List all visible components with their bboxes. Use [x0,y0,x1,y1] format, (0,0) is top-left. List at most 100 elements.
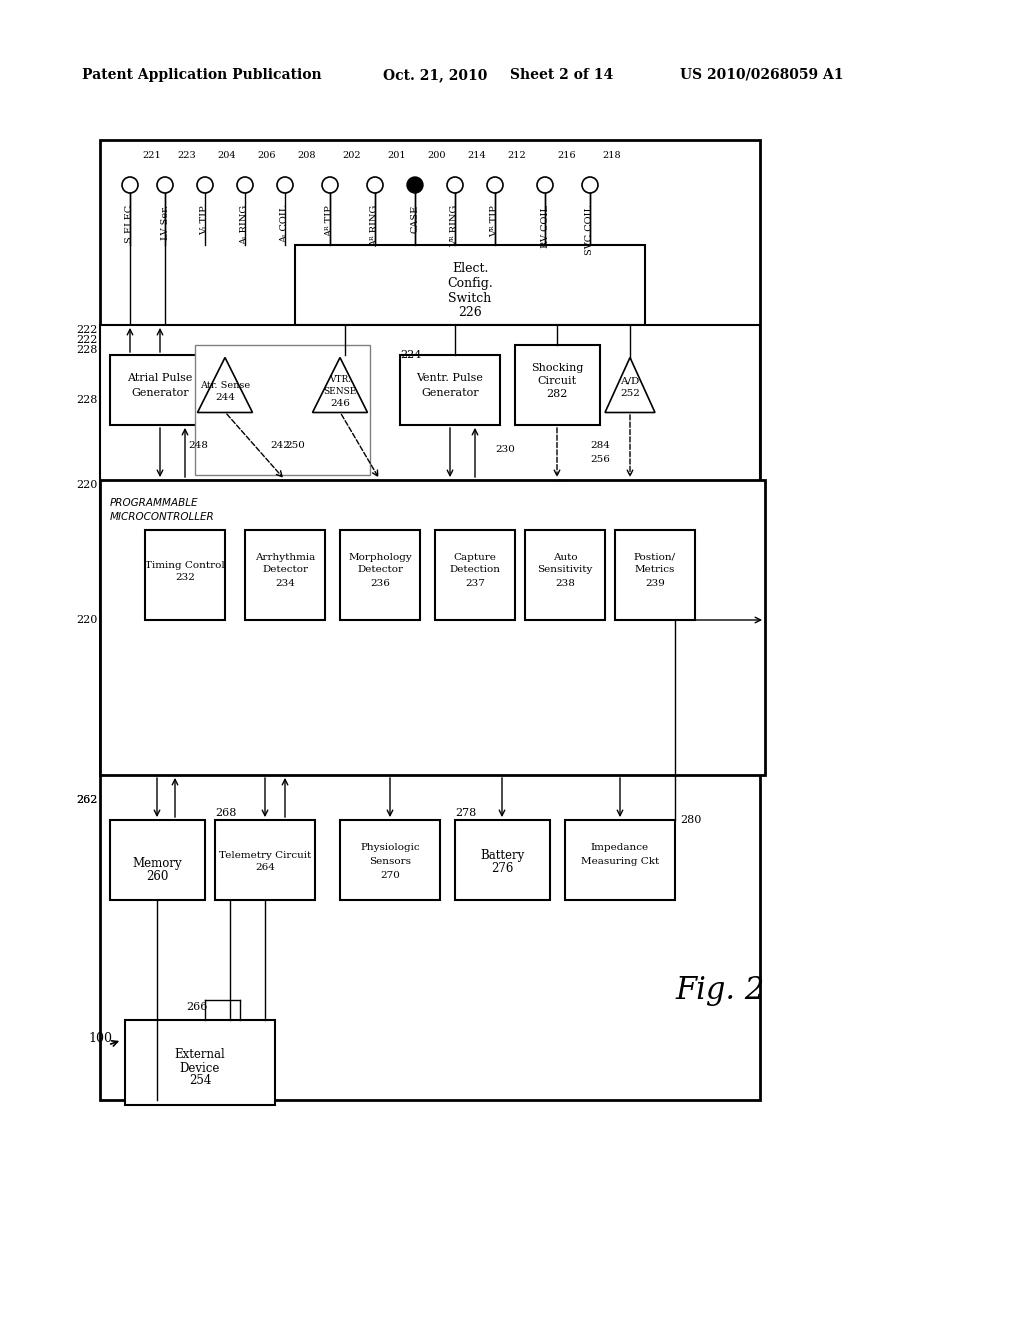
Text: Sensitivity: Sensitivity [538,565,593,574]
Text: Device: Device [180,1061,220,1074]
Text: PROGRAMMABLE: PROGRAMMABLE [110,498,199,508]
Text: Circuit: Circuit [538,376,577,385]
Circle shape [537,177,553,193]
Circle shape [582,177,598,193]
Text: 244: 244 [215,393,234,403]
FancyBboxPatch shape [100,325,760,610]
FancyBboxPatch shape [340,820,440,900]
Text: External: External [175,1048,225,1061]
Text: 100: 100 [88,1031,112,1044]
Polygon shape [198,358,253,412]
FancyBboxPatch shape [615,531,695,620]
Text: SENSE: SENSE [324,388,356,396]
Text: SVC COIL: SVC COIL [586,205,595,255]
Text: 222: 222 [77,335,98,345]
Text: 228: 228 [77,345,98,355]
Text: Detector: Detector [262,565,308,574]
Text: Aₗ COIL: Aₗ COIL [281,205,290,243]
Text: 239: 239 [645,578,665,587]
Text: 206: 206 [257,150,275,160]
FancyBboxPatch shape [515,345,600,425]
Text: 224: 224 [400,350,421,360]
Text: A/D: A/D [621,376,640,385]
Text: 230: 230 [496,446,515,454]
Text: 242: 242 [270,441,290,450]
Text: Detection: Detection [450,565,501,574]
Text: 214: 214 [467,150,485,160]
FancyBboxPatch shape [100,140,760,1100]
Text: Timing Control: Timing Control [145,561,225,569]
Text: Sheet 2 of 14: Sheet 2 of 14 [510,69,613,82]
Text: 223: 223 [177,150,196,160]
Text: VTR.: VTR. [329,375,351,384]
Text: Aᴿ TIP: Aᴿ TIP [326,205,335,236]
Text: Shocking: Shocking [530,363,584,374]
Text: 208: 208 [297,150,315,160]
Circle shape [322,177,338,193]
FancyBboxPatch shape [145,531,225,620]
Text: 218: 218 [602,150,621,160]
Text: 266: 266 [186,1002,208,1012]
Text: US 2010/0268059 A1: US 2010/0268059 A1 [680,69,844,82]
Text: 260: 260 [145,870,168,883]
Text: 221: 221 [142,150,161,160]
Circle shape [122,177,138,193]
FancyBboxPatch shape [110,820,205,900]
FancyBboxPatch shape [435,531,515,620]
Text: Aₗ RING: Aₗ RING [241,205,250,246]
Text: Detector: Detector [357,565,403,574]
Text: Measuring Ckt: Measuring Ckt [581,857,659,866]
Text: 201: 201 [387,150,406,160]
Circle shape [197,177,213,193]
Text: Capture: Capture [454,553,497,561]
Text: Atr. Sense: Atr. Sense [200,380,250,389]
Text: Metrics: Metrics [635,565,675,574]
Text: Fig. 2: Fig. 2 [676,974,765,1006]
FancyBboxPatch shape [110,355,210,425]
Text: 202: 202 [342,150,360,160]
Text: 234: 234 [275,578,295,587]
Text: 248: 248 [188,441,208,450]
Text: Auto: Auto [553,553,578,561]
Text: 200: 200 [427,150,445,160]
Circle shape [487,177,503,193]
Text: 220: 220 [77,615,98,624]
Text: Memory: Memory [132,857,182,870]
Text: 212: 212 [507,150,525,160]
Text: Impedance: Impedance [591,843,649,853]
Text: 236: 236 [370,578,390,587]
Text: 276: 276 [490,862,513,874]
Text: Config.: Config. [447,276,493,289]
Text: 262: 262 [77,795,98,805]
Circle shape [278,177,293,193]
FancyBboxPatch shape [100,480,765,775]
FancyBboxPatch shape [195,345,370,475]
Text: 222: 222 [77,325,98,335]
Text: 237: 237 [465,578,485,587]
FancyBboxPatch shape [565,820,675,900]
Circle shape [367,177,383,193]
Text: 268: 268 [215,808,237,818]
Text: Morphology: Morphology [348,553,412,561]
FancyBboxPatch shape [295,246,645,325]
Text: Arrhythmia: Arrhythmia [255,553,315,561]
Text: 284: 284 [590,441,610,450]
Text: Vᴿ RING: Vᴿ RING [451,205,460,247]
Text: 270: 270 [380,870,400,879]
Text: Switch: Switch [449,292,492,305]
Text: RV COIL: RV COIL [541,205,550,248]
Text: LV Ser.: LV Ser. [161,205,170,240]
Text: Battery: Battery [480,849,524,862]
Text: Aᴿ RING: Aᴿ RING [371,205,380,247]
Circle shape [447,177,463,193]
Text: 228: 228 [77,395,98,405]
Text: 264: 264 [255,863,274,873]
Text: 250: 250 [285,441,305,450]
Text: Physiologic: Physiologic [360,843,420,853]
Text: Ventr. Pulse: Ventr. Pulse [417,374,483,383]
Text: 282: 282 [547,389,567,399]
Text: Sensors: Sensors [369,858,411,866]
Text: S ELEC: S ELEC [126,205,134,243]
Text: 216: 216 [557,150,575,160]
Text: 252: 252 [621,389,640,399]
